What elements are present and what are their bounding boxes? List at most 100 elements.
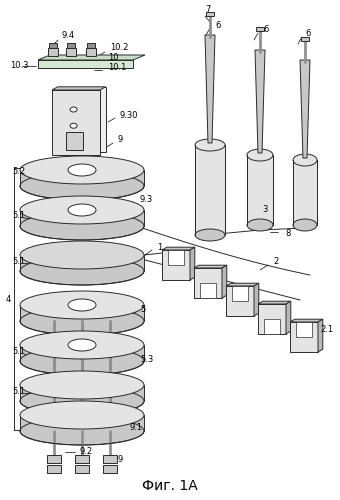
Polygon shape (194, 268, 222, 298)
Text: 10.3: 10.3 (10, 60, 29, 70)
Bar (67, 43, 75, 48)
Ellipse shape (68, 339, 96, 351)
Polygon shape (255, 50, 265, 153)
Bar (66, 48, 76, 56)
Polygon shape (38, 55, 145, 60)
Text: 10: 10 (108, 54, 119, 62)
Polygon shape (258, 301, 291, 304)
Polygon shape (20, 170, 144, 186)
Ellipse shape (20, 291, 144, 319)
Text: 9.1: 9.1 (130, 424, 143, 432)
Text: 5.1: 5.1 (12, 210, 25, 220)
Text: 4: 4 (6, 296, 11, 304)
Polygon shape (20, 345, 144, 361)
Bar (87, 43, 95, 48)
Text: 7: 7 (205, 6, 210, 15)
Polygon shape (162, 247, 195, 250)
Bar (75, 465, 89, 473)
Polygon shape (194, 265, 227, 268)
Text: 5.1: 5.1 (12, 258, 25, 266)
Text: 5.3: 5.3 (140, 356, 153, 364)
Polygon shape (20, 210, 144, 226)
Ellipse shape (20, 156, 144, 184)
Ellipse shape (70, 107, 77, 112)
Ellipse shape (20, 331, 144, 359)
Polygon shape (226, 286, 254, 316)
Ellipse shape (20, 196, 144, 224)
Text: 9.30: 9.30 (120, 110, 138, 120)
Bar (103, 455, 117, 463)
Polygon shape (300, 60, 310, 158)
Polygon shape (200, 283, 216, 298)
Text: 5.1: 5.1 (12, 388, 25, 396)
Polygon shape (205, 35, 215, 143)
Text: Фиг. 1А: Фиг. 1А (142, 479, 198, 493)
Text: 5.2: 5.2 (12, 168, 25, 176)
Polygon shape (38, 60, 133, 68)
Polygon shape (290, 322, 318, 352)
Text: 5: 5 (140, 306, 145, 314)
Ellipse shape (195, 139, 225, 151)
Ellipse shape (20, 241, 144, 269)
Text: 3: 3 (262, 206, 267, 214)
Ellipse shape (195, 229, 225, 241)
Bar (48, 48, 58, 56)
Text: 6: 6 (263, 26, 268, 35)
Polygon shape (296, 322, 312, 337)
Text: 9.4: 9.4 (62, 30, 75, 40)
Text: 9.2: 9.2 (80, 448, 93, 456)
Bar (103, 465, 117, 473)
Ellipse shape (247, 219, 273, 231)
Polygon shape (20, 385, 144, 401)
Bar (52, 90, 100, 155)
Ellipse shape (20, 371, 144, 399)
Bar (66, 132, 83, 150)
Polygon shape (318, 319, 323, 352)
Ellipse shape (20, 417, 144, 445)
Text: 5.1: 5.1 (12, 348, 25, 356)
Bar (293, 160, 317, 225)
Polygon shape (264, 319, 280, 334)
Ellipse shape (20, 212, 144, 240)
Text: 9: 9 (118, 456, 123, 464)
Ellipse shape (20, 401, 144, 429)
Bar (301, 37, 309, 41)
Bar (47, 465, 61, 473)
Polygon shape (52, 87, 106, 90)
Polygon shape (286, 301, 291, 334)
Text: 2: 2 (273, 258, 278, 266)
Polygon shape (232, 286, 248, 301)
Ellipse shape (247, 149, 273, 161)
Bar (57, 87, 106, 152)
Bar (86, 48, 96, 56)
Polygon shape (168, 250, 184, 265)
Polygon shape (290, 319, 323, 322)
Polygon shape (20, 415, 144, 431)
Text: 8: 8 (285, 228, 290, 237)
Bar (47, 455, 61, 463)
Ellipse shape (68, 164, 96, 176)
Ellipse shape (20, 347, 144, 375)
Polygon shape (254, 283, 259, 316)
Text: 6: 6 (305, 30, 310, 38)
Bar (49, 43, 57, 48)
Text: 1: 1 (157, 244, 162, 252)
Polygon shape (222, 265, 227, 298)
Ellipse shape (20, 307, 144, 335)
Ellipse shape (68, 299, 96, 311)
Text: 10.1: 10.1 (108, 64, 126, 72)
Polygon shape (190, 247, 195, 280)
Polygon shape (258, 304, 286, 334)
Polygon shape (20, 255, 144, 271)
Polygon shape (226, 283, 259, 286)
Text: 10.2: 10.2 (110, 44, 129, 52)
Ellipse shape (20, 172, 144, 200)
Text: 9: 9 (118, 136, 123, 144)
Bar (206, 12, 214, 16)
Ellipse shape (20, 387, 144, 415)
Text: 2.1: 2.1 (320, 326, 333, 334)
Text: 6: 6 (215, 20, 220, 30)
Ellipse shape (293, 154, 317, 166)
Bar (75, 455, 89, 463)
Ellipse shape (68, 204, 96, 216)
